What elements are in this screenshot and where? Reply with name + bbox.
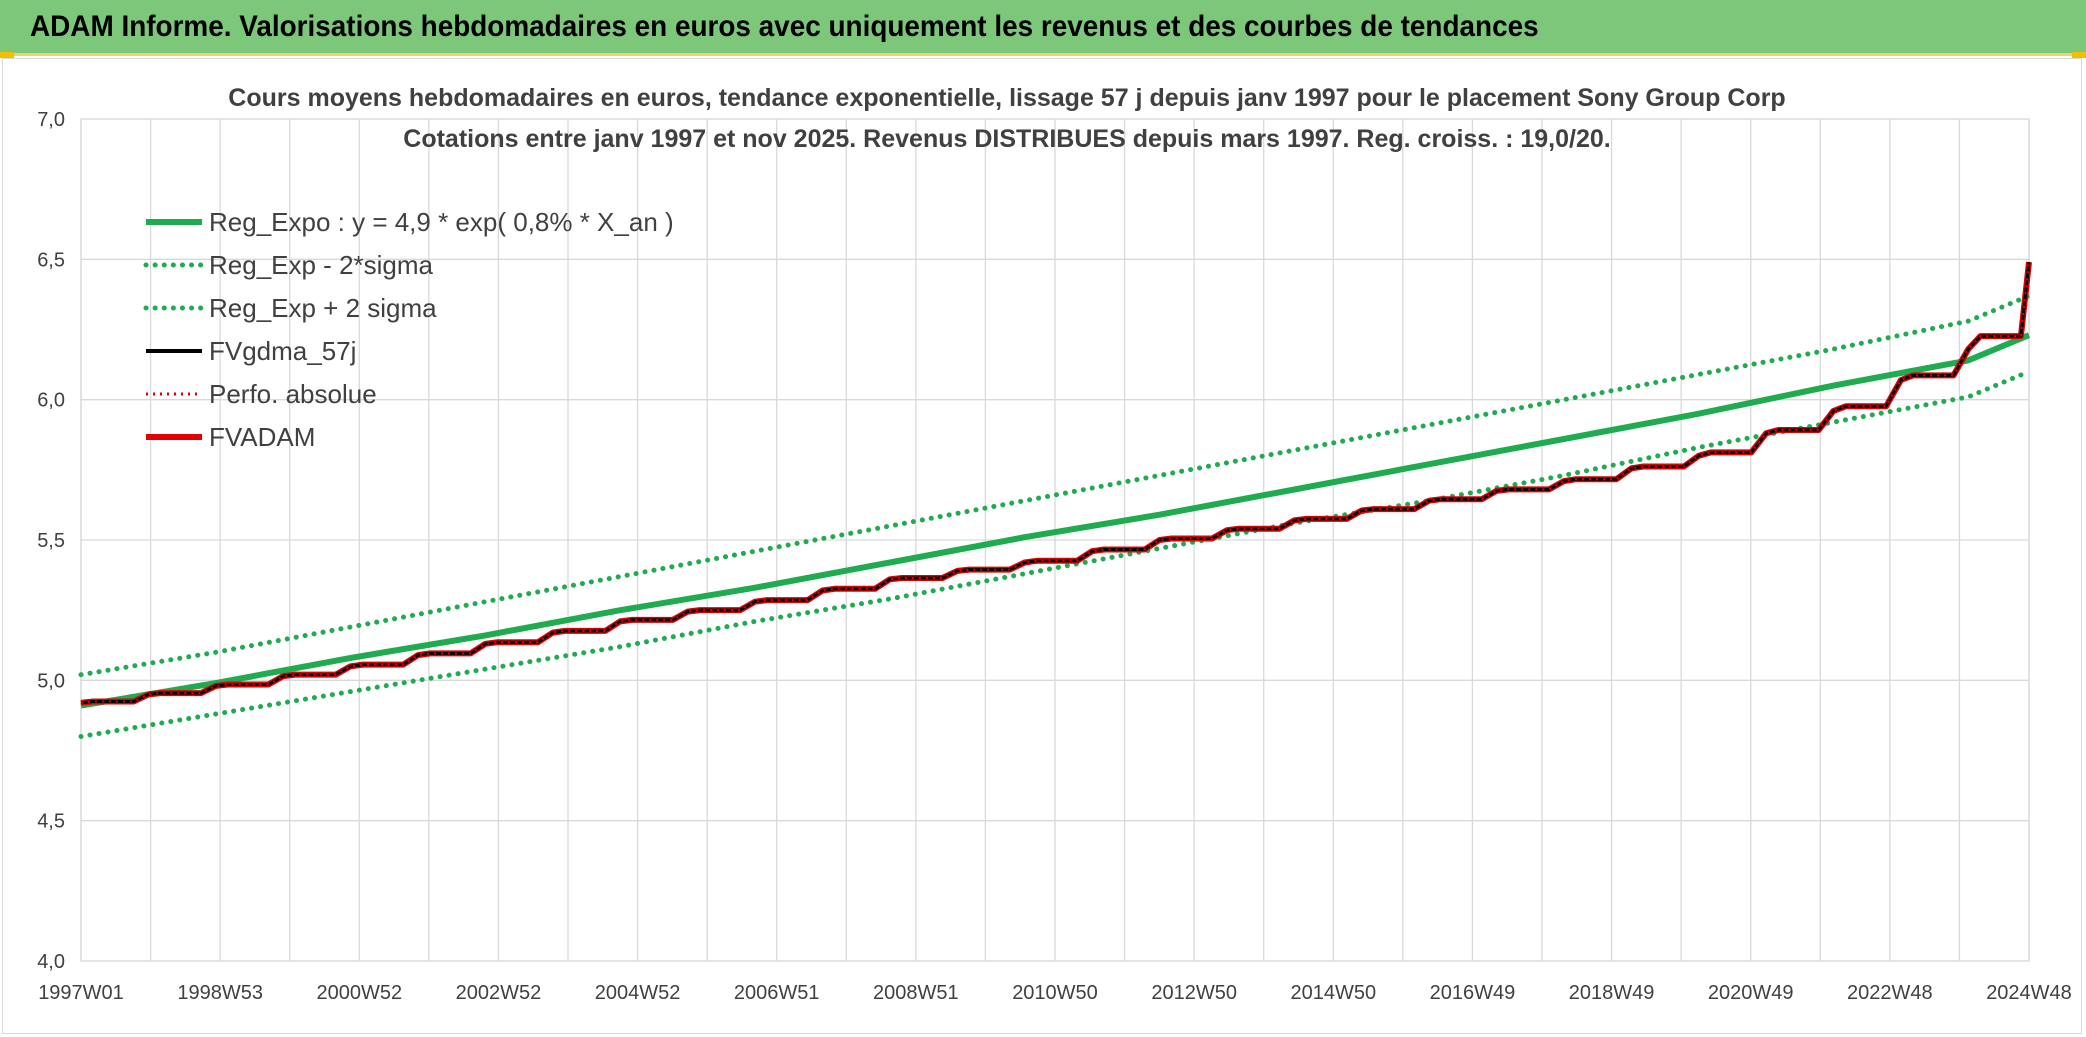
y-tick-label: 5,5 [37, 530, 65, 552]
x-tick-label: 2006W51 [734, 982, 820, 1004]
x-tick-label: 2016W49 [1430, 982, 1516, 1004]
page-title: ADAM Informe. Valorisations hebdomadaire… [30, 10, 1539, 43]
y-axis-ticks: 4,0 4,5 5,0 5,5 6,0 6,5 7,0 [37, 109, 65, 973]
chart-area: Cours moyens hebdomadaires en euros, ten… [2, 58, 2082, 1034]
legend-label-reg-exp-minus: Reg_Exp - 2*sigma [209, 250, 434, 280]
corner-mark-left [0, 52, 14, 58]
chart-title-line-1: Cours moyens hebdomadaires en euros, ten… [228, 84, 1785, 112]
legend: Reg_Expo : y = 4,9 * exp( 0,8% * X_an ) … [143, 207, 674, 452]
y-tick-label: 4,5 [37, 811, 65, 833]
x-tick-label: 2002W52 [456, 982, 542, 1004]
y-tick-label: 4,0 [37, 951, 65, 973]
x-tick-label: 1997W01 [38, 982, 124, 1004]
x-tick-label: 2014W50 [1290, 982, 1376, 1004]
legend-label-perfo: Perfo. absolue [209, 379, 377, 409]
grid [80, 118, 2030, 962]
series-line-4 [80, 261, 2030, 704]
legend-label-reg-expo: Reg_Expo : y = 4,9 * exp( 0,8% * X_an ) [209, 207, 674, 237]
x-tick-label: 2000W52 [316, 982, 402, 1004]
x-tick-label: 2008W51 [873, 982, 959, 1004]
x-tick-label: 2010W50 [1012, 982, 1098, 1004]
chart-title-line-2: Cotations entre janv 1997 et nov 2025. R… [403, 125, 1610, 153]
x-axis-ticks: 1997W01 1998W53 2000W52 2002W52 2004W52 2006W… [38, 982, 2072, 1004]
y-tick-label: 6,5 [37, 249, 65, 271]
x-tick-label: 1998W53 [177, 982, 263, 1004]
header-bar: ADAM Informe. Valorisations hebdomadaire… [0, 0, 2086, 56]
x-tick-label: 2022W48 [1847, 982, 1933, 1004]
y-tick-label: 5,0 [37, 670, 65, 692]
legend-label-fvadam: FVADAM [209, 422, 315, 452]
x-tick-label: 2012W50 [1151, 982, 1237, 1004]
series-lines [78, 261, 2032, 739]
x-tick-label: 2004W52 [595, 982, 681, 1004]
corner-mark-right [2072, 52, 2086, 58]
x-tick-label: 2018W49 [1569, 982, 1655, 1004]
y-tick-label: 6,0 [37, 390, 65, 412]
chart-svg: Cours moyens hebdomadaires en euros, ten… [37, 84, 2072, 1004]
y-tick-label: 7,0 [37, 109, 65, 131]
x-tick-label: 2020W49 [1708, 982, 1794, 1004]
series-line-0 [80, 332, 2031, 709]
legend-label-reg-exp-plus: Reg_Exp + 2 sigma [209, 293, 437, 323]
x-tick-label: 2024W48 [1986, 982, 2072, 1004]
series-line-2 [78, 293, 2032, 678]
legend-label-fvgdma: FVgdma_57j [209, 336, 356, 366]
